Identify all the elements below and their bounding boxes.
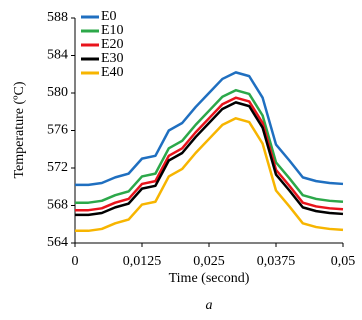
- y-axis-title: Temperature (ºC): [12, 81, 27, 178]
- legend-label: E0: [101, 9, 117, 24]
- y-tick-label: 584: [47, 48, 68, 63]
- legend-label: E10: [101, 23, 124, 38]
- x-tick-label: 0: [72, 254, 79, 269]
- series-line: [75, 117, 344, 233]
- caption: a: [206, 298, 213, 313]
- x-tick-label: 0,05: [331, 254, 356, 269]
- legend-label: E40: [101, 65, 124, 80]
- x-tick-label: 0,0375: [257, 254, 296, 269]
- y-tick-label: 588: [47, 10, 68, 25]
- y-tick-label: 572: [47, 160, 68, 175]
- legend-label: E30: [101, 51, 124, 66]
- series-line: [75, 101, 344, 217]
- x-tick-label: 0,025: [193, 254, 225, 269]
- series-line: [75, 88, 344, 204]
- y-tick-label: 576: [47, 123, 68, 138]
- legend-label: E20: [101, 37, 124, 52]
- x-tick-label: 0,0125: [123, 254, 162, 269]
- series-line: [75, 96, 344, 212]
- y-tick-label: 580: [47, 85, 68, 100]
- y-tick-label: 568: [47, 198, 68, 213]
- series-line: [75, 71, 344, 187]
- y-tick-label: 564: [47, 235, 68, 250]
- x-axis-title: Time (second): [169, 271, 250, 286]
